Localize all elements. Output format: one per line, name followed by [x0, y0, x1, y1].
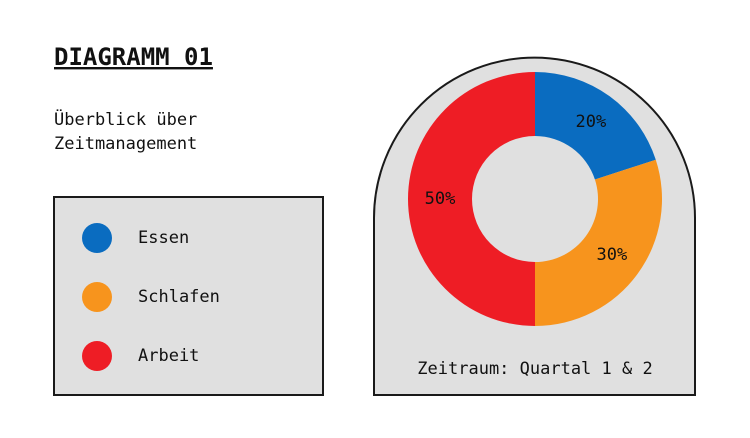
donut-slice	[408, 72, 535, 326]
legend-marker	[82, 223, 112, 253]
value-label: 30%	[596, 245, 627, 265]
subtitle-box: Überblick über Zeitmanagement	[54, 110, 198, 154]
legend-label: Arbeit	[138, 346, 199, 366]
legend-marker	[82, 341, 112, 371]
legend-marker	[82, 282, 112, 312]
chart-title: DIAGRAMM 01	[54, 43, 213, 71]
value-label: 20%	[575, 112, 606, 132]
donut-slice	[535, 72, 656, 180]
chart-subtitle: Überblick über Zeitmanagement	[54, 110, 198, 154]
legend-label: Essen	[138, 228, 189, 248]
value-label: 50%	[425, 189, 456, 209]
legend-label: Schlafen	[138, 287, 220, 307]
annotation: Zeitraum: Quartal 1 & 2	[417, 359, 652, 379]
donut-slice	[535, 159, 662, 326]
